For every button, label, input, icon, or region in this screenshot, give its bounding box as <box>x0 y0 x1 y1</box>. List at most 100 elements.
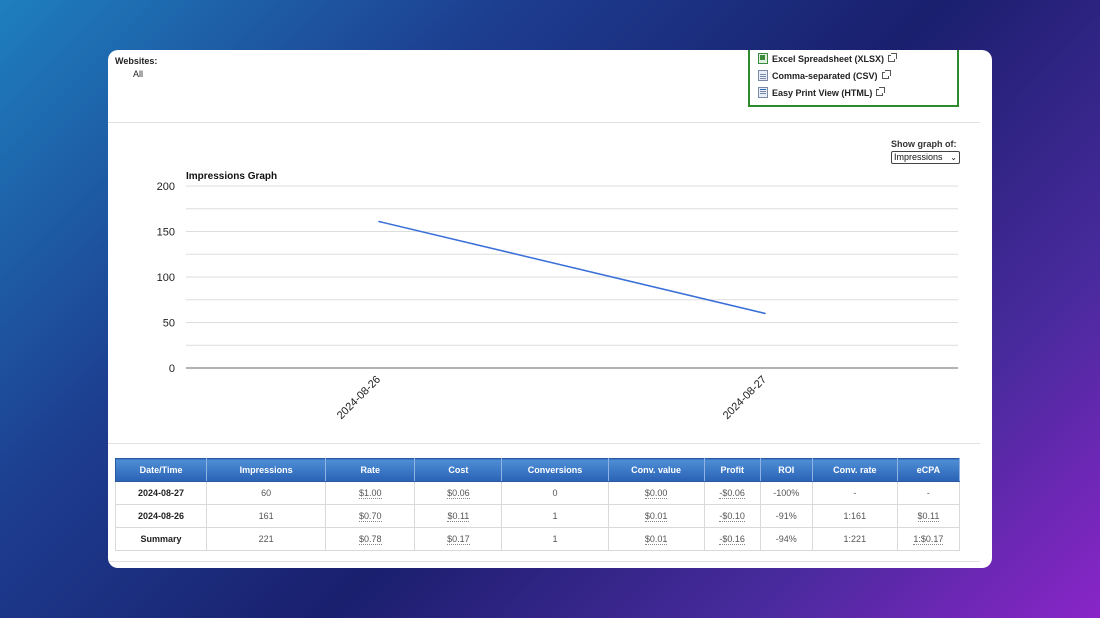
cell-value: 1 <box>552 534 558 544</box>
table-cell: - <box>896 481 961 505</box>
column-header[interactable]: eCPA <box>896 458 961 482</box>
table-row: 2024-08-27 60 $1.00 $0.06 0 $0.00 -$0.06 -100% -… <box>114 481 961 505</box>
table-cell: $0.17 <box>414 527 503 551</box>
table-cell: 0 <box>501 481 609 505</box>
column-header[interactable]: ROI <box>759 458 813 482</box>
graph-metric-select[interactable]: Impressions ⌄ <box>891 151 960 164</box>
cell-value: $1.00 <box>359 488 382 499</box>
impressions-series-line <box>378 220 766 315</box>
cell-value: $0.17 <box>447 534 470 545</box>
csv-file-icon <box>758 70 768 81</box>
table-cell: 1:221 <box>811 527 898 551</box>
column-header[interactable]: Date/Time <box>114 458 208 482</box>
table-cell: 161 <box>206 504 327 528</box>
table-cell: 1 <box>501 527 609 551</box>
cell-value: 1 <box>552 511 558 521</box>
table-row: Summary 221 $0.78 $0.17 1 $0.01 -$0.16 -94% 1:22… <box>114 527 961 551</box>
html-file-icon <box>758 87 768 98</box>
cell-value: -91% <box>775 511 797 521</box>
export-html-link[interactable]: Easy Print View (HTML) <box>758 84 957 101</box>
cell-value: $0.01 <box>644 511 668 522</box>
column-header[interactable]: Conv. rate <box>811 458 898 482</box>
cell-value: $0.01 <box>644 534 668 545</box>
table-cell: $0.78 <box>325 527 416 551</box>
cell-value: Summary <box>140 534 182 544</box>
divider <box>108 443 980 444</box>
table-cell: $0.11 <box>896 504 961 528</box>
x-tick-label: 2024-08-26 <box>335 374 383 422</box>
table-cell: Summary <box>114 527 208 551</box>
websites-value: All <box>133 69 144 79</box>
table-row: 2024-08-26 161 $0.70 $0.11 1 $0.01 -$0.10 -91% 1… <box>114 504 961 528</box>
column-header[interactable]: Profit <box>703 458 761 482</box>
table-cell: 1:161 <box>811 504 898 528</box>
export-options: Excel Spreadsheet (XLSX) Comma-separated… <box>748 50 959 107</box>
cell-value: - <box>853 488 857 498</box>
table-cell: - <box>811 481 898 505</box>
data-point <box>764 312 766 315</box>
cell-value: 60 <box>261 488 272 498</box>
table-cell: 221 <box>206 527 327 551</box>
column-header[interactable]: Conversions <box>501 458 609 482</box>
table-cell: -$0.10 <box>703 504 761 528</box>
table-cell: 60 <box>206 481 327 505</box>
table-cell: 2024-08-27 <box>114 481 208 505</box>
cell-value: 0 <box>552 488 558 498</box>
y-tick-label: 150 <box>157 227 175 239</box>
column-header[interactable]: Impressions <box>206 458 327 482</box>
cell-value: 2024-08-26 <box>138 511 185 521</box>
export-xlsx-label: Excel Spreadsheet (XLSX) <box>772 53 885 64</box>
report-card: Websites: All Excel Spreadsheet (XLSX) C… <box>108 50 992 568</box>
graph-selector: Show graph of: Impressions ⌄ <box>891 139 960 164</box>
cell-value: $0.06 <box>447 488 470 499</box>
y-tick-label: 0 <box>169 363 175 375</box>
cell-value: - <box>926 488 930 498</box>
cell-value: 161 <box>258 511 274 521</box>
export-csv-link[interactable]: Comma-separated (CSV) <box>758 67 957 84</box>
graph-selector-label: Show graph of: <box>891 139 957 149</box>
column-header[interactable]: Rate <box>325 458 416 482</box>
websites-label: Websites: <box>115 56 158 66</box>
divider <box>108 561 980 562</box>
export-csv-label: Comma-separated (CSV) <box>772 70 878 81</box>
cell-value: -94% <box>775 534 797 544</box>
data-point <box>378 220 380 223</box>
table-cell: 2024-08-26 <box>114 504 208 528</box>
cell-value: $0.70 <box>359 511 382 522</box>
cell-value: 1:221 <box>843 534 867 544</box>
chart-title: Impressions Graph <box>186 171 277 182</box>
chevron-down-icon: ⌄ <box>950 153 957 162</box>
cell-value: 1:$0.17 <box>913 534 944 545</box>
table-header-row: Date/Time Impressions Rate Cost Conversions C… <box>114 458 961 482</box>
table-cell: $0.01 <box>607 527 705 551</box>
cell-value: -100% <box>773 488 800 498</box>
export-html-label: Easy Print View (HTML) <box>772 87 873 98</box>
table-cell: $1.00 <box>325 481 416 505</box>
y-tick-label: 200 <box>157 181 175 193</box>
cell-value: -$0.16 <box>719 534 745 545</box>
table-body: 2024-08-27 60 $1.00 $0.06 0 $0.00 -$0.06 -100% -… <box>114 481 961 551</box>
table-cell: -$0.16 <box>703 527 761 551</box>
export-xlsx-link[interactable]: Excel Spreadsheet (XLSX) <box>758 50 957 67</box>
table-cell: 1 <box>501 504 609 528</box>
column-header[interactable]: Cost <box>414 458 503 482</box>
xlsx-file-icon <box>758 53 768 64</box>
column-header[interactable]: Conv. value <box>607 458 705 482</box>
external-link-icon <box>876 87 886 96</box>
cell-value: $0.11 <box>917 511 940 522</box>
table-cell: $0.11 <box>414 504 503 528</box>
x-tick-label: 2024-08-27 <box>721 374 769 422</box>
cell-value: $0.11 <box>447 511 470 522</box>
cell-value: 2024-08-27 <box>138 488 185 498</box>
cell-value: 1:161 <box>843 511 867 521</box>
filters-panel: Websites: All <box>115 56 157 79</box>
table-cell: -100% <box>759 481 813 505</box>
y-tick-label: 100 <box>157 272 175 284</box>
table-cell: -$0.06 <box>703 481 761 505</box>
table-cell: $0.01 <box>607 504 705 528</box>
table-cell: -94% <box>759 527 813 551</box>
table-cell: 1:$0.17 <box>896 527 961 551</box>
cell-value: $0.00 <box>644 488 668 499</box>
graph-metric-value: Impressions <box>894 152 943 162</box>
cell-value: -$0.06 <box>719 488 745 499</box>
